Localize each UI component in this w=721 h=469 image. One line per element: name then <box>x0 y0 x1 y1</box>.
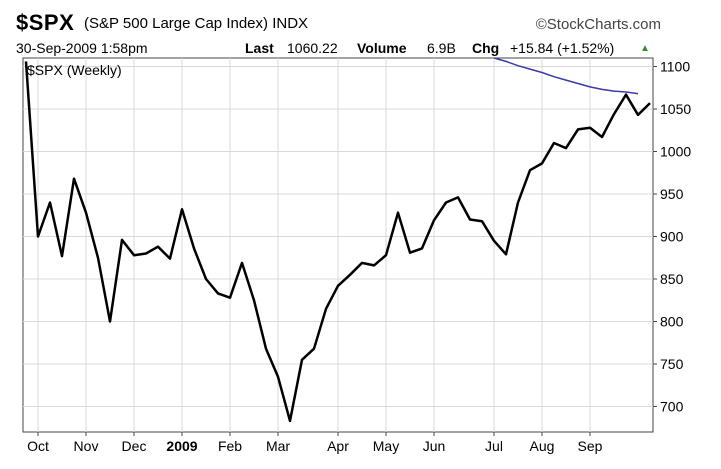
x-tick-label: Mar <box>266 438 290 454</box>
y-tick-label: 850 <box>660 271 684 287</box>
y-tick-label: 1100 <box>660 59 690 75</box>
y-tick-label: 750 <box>660 356 684 372</box>
quote-date: 30-Sep-2009 1:58pm <box>16 40 148 56</box>
chart-title: $SPX (Weekly) <box>27 62 122 78</box>
grid-lines <box>23 58 653 432</box>
x-tick-label: Sep <box>578 438 603 454</box>
last-label: Last <box>245 40 274 56</box>
price-line <box>24 61 651 423</box>
up-arrow-icon: ▲ <box>640 43 650 54</box>
x-tick-label: Jul <box>485 438 503 454</box>
volume-label: Volume <box>357 40 407 56</box>
x-tick-label: 2009 <box>166 438 197 454</box>
brand-watermark: ©StockCharts.com <box>535 16 661 33</box>
x-tick-label: Oct <box>27 438 49 454</box>
x-tick-label: Feb <box>218 438 242 454</box>
y-tick-label: 900 <box>660 229 684 245</box>
x-tick-label: Aug <box>530 438 555 454</box>
x-tick-label: Nov <box>74 438 99 454</box>
moving-average-line <box>493 57 639 95</box>
y-tick-label: 800 <box>660 314 684 330</box>
last-value: 1060.22 <box>287 40 338 56</box>
y-tick-label: 950 <box>660 186 684 202</box>
change-value: +15.84 (+1.52%) <box>510 40 615 56</box>
volume-value: 6.9B <box>427 40 456 56</box>
x-axis: Oct Nov Dec 2009 Feb Mar Apr May Jun Jul Aug Sep <box>27 432 603 454</box>
index-name: (S&P 500 Large Cap Index) INDX <box>84 15 308 32</box>
y-axis: 700 750 800 850 900 950 1000 1050 1100 <box>653 59 691 415</box>
exchange-label: INDX <box>272 15 309 32</box>
ticker-symbol: $SPX <box>16 10 75 35</box>
x-tick-label: Dec <box>122 438 147 454</box>
y-tick-label: 700 <box>660 399 684 415</box>
x-tick-label: Apr <box>327 438 349 454</box>
x-tick-label: Jun <box>423 438 446 454</box>
y-tick-label: 1050 <box>660 101 691 117</box>
change-label: Chg <box>472 40 500 56</box>
y-tick-label: 1000 <box>660 144 691 160</box>
index-full-name: (S&P 500 Large Cap Index) <box>84 15 269 32</box>
x-tick-label: May <box>373 438 399 454</box>
